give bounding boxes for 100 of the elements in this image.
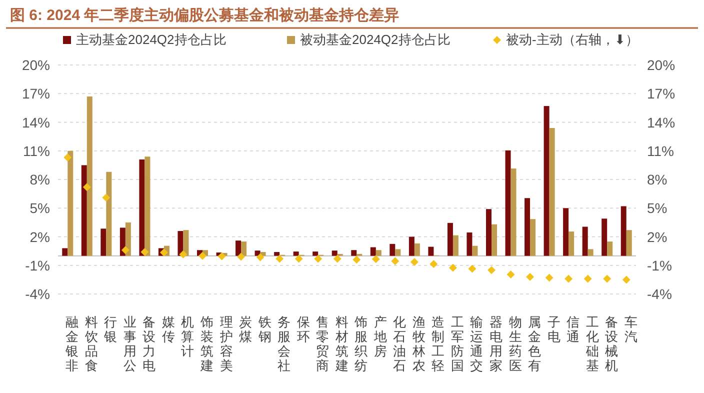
x-tick-label: 煤炭	[239, 314, 254, 344]
bar	[582, 226, 588, 256]
bar	[544, 106, 550, 256]
y-tick-label: 14%	[22, 114, 50, 130]
bar	[125, 222, 131, 256]
point	[372, 255, 380, 264]
point	[545, 274, 554, 282]
bar	[626, 230, 632, 256]
point	[294, 254, 303, 263]
bar	[414, 243, 420, 256]
y2-tick-label: -1%	[647, 257, 672, 274]
x-tick-label: 计算机	[181, 314, 196, 358]
bar	[236, 240, 242, 256]
point	[333, 254, 342, 263]
bar	[370, 247, 376, 256]
x-tick-label: 电子	[547, 314, 562, 344]
point	[448, 264, 457, 272]
point	[352, 256, 361, 264]
y2-tick-label: 20%	[647, 57, 676, 73]
bar	[395, 249, 401, 256]
bar	[408, 236, 414, 256]
y2-tick-label: 2%	[647, 228, 668, 245]
point	[314, 254, 322, 263]
legend-label: 主动基金2024Q2持仓占比	[76, 32, 226, 47]
legend-label: 被动基金2024Q2持仓占比	[300, 32, 450, 47]
x-tick-label: 非银金融	[64, 314, 80, 373]
x-tick-label: 美容护理	[218, 314, 234, 373]
bar	[472, 246, 478, 256]
point	[121, 246, 130, 254]
point	[179, 250, 188, 258]
y-tick-label: 11%	[23, 142, 50, 159]
bar	[376, 250, 382, 256]
point	[276, 254, 284, 263]
y2-tick-label: 14%	[647, 114, 676, 130]
point	[488, 266, 496, 274]
bar	[588, 249, 594, 256]
bar	[486, 209, 492, 256]
bar	[390, 244, 396, 256]
bar	[505, 150, 511, 256]
point	[526, 272, 534, 281]
y-tick-label: 8%	[30, 172, 50, 188]
y2-tick-label: -4%	[647, 286, 672, 302]
point	[584, 274, 592, 283]
y-tick-label: 20%	[22, 57, 50, 73]
bar	[607, 242, 613, 256]
bar	[447, 222, 453, 256]
point	[160, 248, 168, 256]
bar	[144, 156, 150, 256]
point	[218, 252, 226, 260]
y-tick-label: -4%	[25, 286, 50, 302]
bar	[68, 150, 74, 256]
bar	[178, 231, 184, 256]
x-tick-label: 社会服务	[278, 314, 292, 373]
bar	[351, 250, 357, 256]
point	[506, 270, 515, 278]
x-tick-label: 电力设备	[142, 314, 158, 373]
x-tick-label: 纺织服饰	[354, 314, 370, 373]
bar	[312, 252, 318, 256]
bar	[81, 165, 87, 256]
x-tick-label: 汽车	[624, 314, 639, 344]
x-tick-label: 食品饮料	[84, 314, 100, 373]
point	[198, 252, 206, 260]
bar	[332, 250, 338, 256]
x-tick-label: 银行	[103, 314, 119, 344]
x-tick-label: 传媒	[162, 314, 176, 344]
point	[237, 252, 246, 261]
x-tick-label: 商贸零售	[316, 314, 331, 373]
y2-tick-label: 8%	[647, 172, 668, 188]
legend-label: 被动-主动（右轴，⬇）	[506, 32, 638, 47]
x-tick-label: 国防军工	[450, 314, 466, 373]
bar	[293, 252, 299, 256]
point	[430, 260, 438, 268]
point	[410, 258, 418, 266]
y-tick-label: 2%	[30, 228, 50, 245]
point	[82, 183, 91, 192]
point	[256, 253, 264, 262]
bar	[86, 96, 92, 256]
y2-tick-label: 11%	[647, 142, 674, 159]
bar	[452, 235, 458, 256]
x-tick-label: 环保	[296, 314, 312, 344]
x-tick-label: 机械设备	[605, 314, 620, 373]
bar	[139, 159, 145, 256]
chart-title: 图 6: 2024 年二季度主动偏股公募基金和被动基金持仓差异	[10, 6, 400, 24]
x-tick-label: 医药生物	[508, 314, 524, 373]
point	[468, 264, 476, 273]
bar	[563, 208, 569, 256]
y2-tick-label: 5%	[647, 200, 668, 216]
x-tick-label: 有色金属	[528, 314, 543, 373]
bar	[524, 198, 530, 256]
bar	[466, 232, 472, 256]
x-tick-label: 家用电器	[490, 314, 504, 373]
bar	[100, 228, 106, 256]
point	[64, 154, 72, 162]
bar	[492, 224, 497, 256]
point	[564, 274, 573, 283]
point	[102, 194, 110, 202]
x-tick-label: 石油石化	[393, 314, 408, 373]
point	[391, 257, 400, 266]
x-tick-label: 钢铁	[257, 314, 273, 344]
y-tick-label: 17%	[22, 86, 50, 102]
